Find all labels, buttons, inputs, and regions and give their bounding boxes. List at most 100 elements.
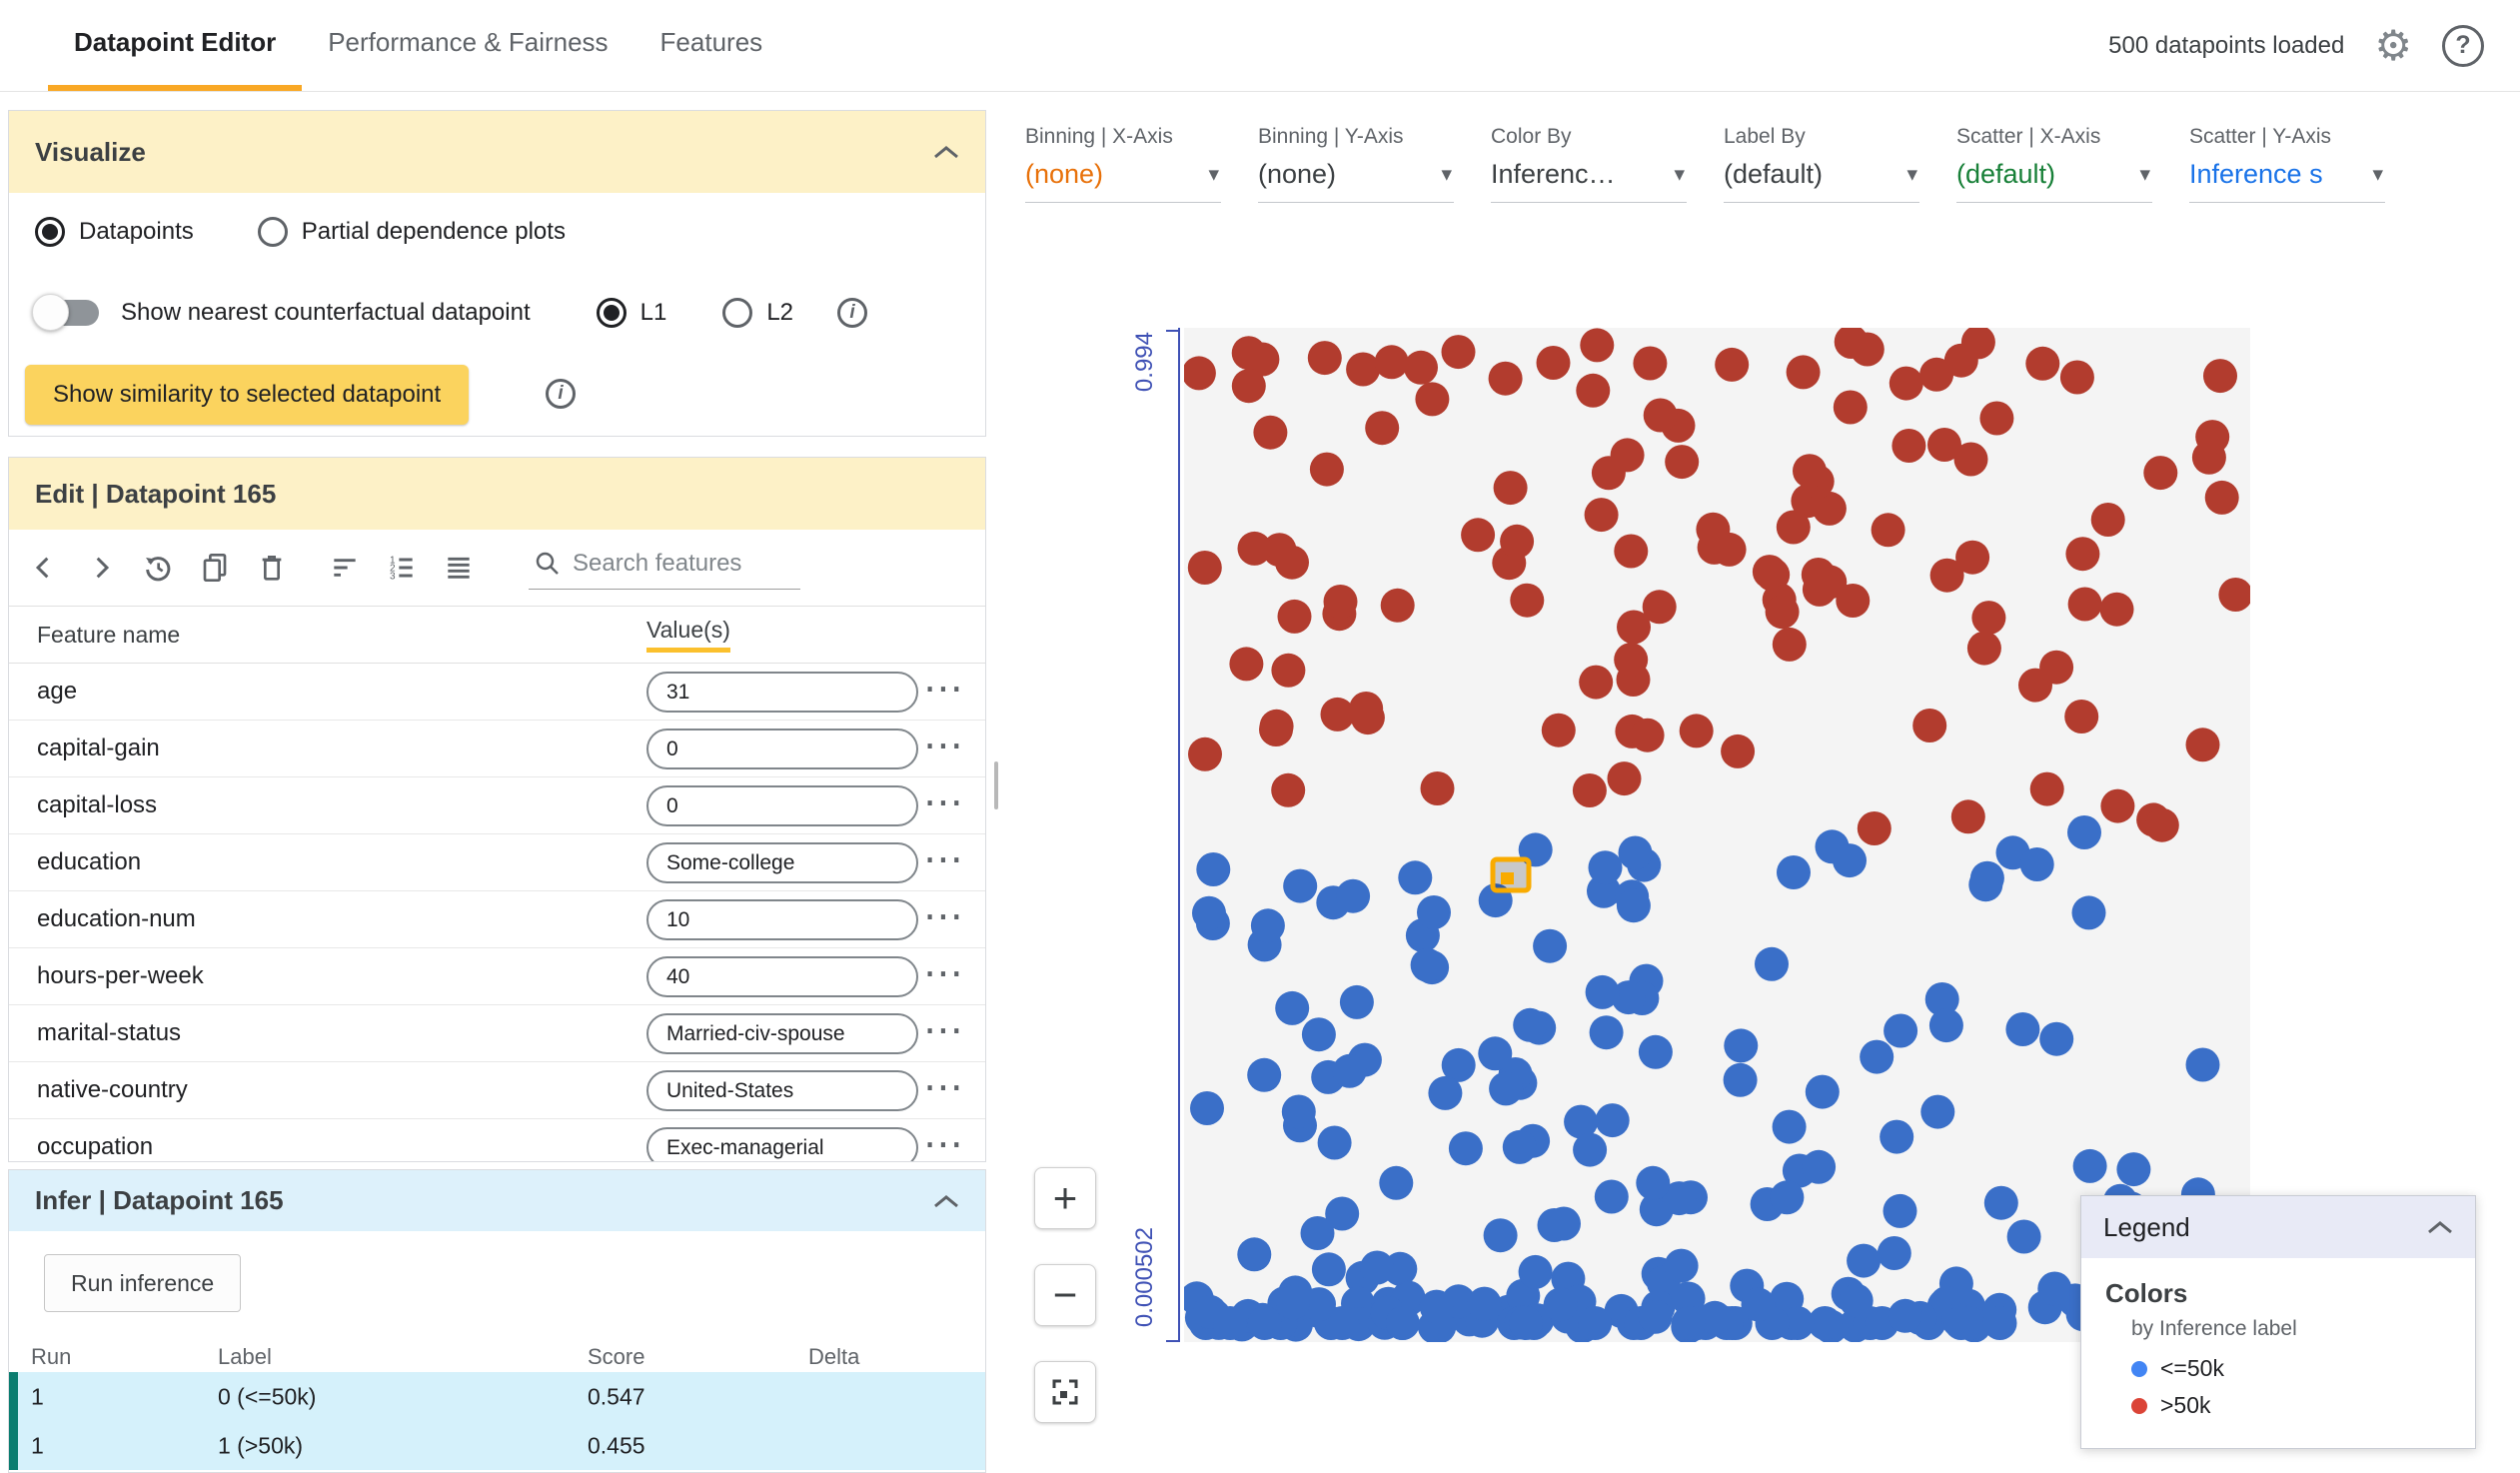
datapoint[interactable] — [1488, 361, 1523, 396]
datapoint[interactable] — [1883, 1193, 1917, 1228]
datapoint[interactable] — [1929, 558, 1964, 593]
tab-datapoint-editor[interactable]: Datapoint Editor — [48, 0, 303, 91]
feature-value-input[interactable] — [646, 672, 918, 713]
settings-gear-icon[interactable]: ⚙ — [2374, 21, 2412, 69]
datapoint[interactable] — [1518, 1254, 1553, 1289]
datapoint[interactable] — [1857, 811, 1891, 845]
datapoint[interactable] — [1467, 1286, 1502, 1321]
datapoint[interactable] — [1301, 1017, 1336, 1052]
datapoint[interactable] — [1860, 1039, 1894, 1074]
feature-value-input[interactable] — [646, 785, 918, 826]
datapoint[interactable] — [1580, 328, 1615, 363]
datapoint[interactable] — [1839, 1283, 1874, 1318]
datapoint[interactable] — [1630, 718, 1665, 752]
values-column-header[interactable]: Value(s) — [646, 617, 730, 653]
datapoint[interactable] — [1943, 1306, 1978, 1340]
zoom-in-button[interactable]: + — [1034, 1167, 1096, 1229]
zoom-out-button[interactable]: − — [1034, 1264, 1096, 1326]
datapoint[interactable] — [1253, 415, 1288, 450]
datapoint[interactable] — [1578, 1306, 1613, 1340]
datapoint[interactable] — [1614, 534, 1649, 569]
datapoint[interactable] — [1983, 1185, 2018, 1220]
datapoint[interactable] — [1793, 454, 1827, 489]
datapoint[interactable] — [1325, 1306, 1360, 1340]
datapoint[interactable] — [1847, 1243, 1882, 1278]
datapoint[interactable] — [1187, 551, 1222, 585]
datapoint[interactable] — [1607, 761, 1642, 796]
more-options-icon[interactable]: ⋯ — [923, 666, 963, 711]
datapoint[interactable] — [1741, 1287, 1776, 1322]
datapoint[interactable] — [1302, 1287, 1336, 1322]
zoom-fit-button[interactable] — [1034, 1361, 1096, 1423]
datapoint[interactable] — [1229, 647, 1264, 682]
datapoint[interactable] — [1884, 1013, 1918, 1048]
datapoint[interactable] — [1715, 347, 1750, 382]
tab-features[interactable]: Features — [659, 27, 763, 57]
datapoint[interactable] — [1213, 1306, 1248, 1340]
scatter-plot[interactable] — [1179, 325, 2253, 1344]
info-icon[interactable]: i — [837, 298, 868, 328]
datapoint[interactable] — [1614, 643, 1649, 678]
datapoint[interactable] — [1802, 1149, 1837, 1184]
datapoint[interactable] — [1276, 1285, 1310, 1320]
datapoint[interactable] — [1588, 850, 1623, 885]
datapoint[interactable] — [2067, 587, 2102, 622]
datapoint[interactable] — [1927, 428, 1961, 462]
help-icon[interactable]: ? — [2442, 24, 2484, 67]
datapoint[interactable] — [2029, 771, 2064, 806]
datapoint[interactable] — [1776, 510, 1811, 545]
datapoint[interactable] — [1448, 1131, 1483, 1166]
datapoint[interactable] — [1461, 518, 1496, 553]
datapoint[interactable] — [1982, 1306, 2017, 1340]
datapoint[interactable] — [1698, 1300, 1733, 1335]
reorder-list-button[interactable] — [436, 545, 482, 591]
datapoint[interactable] — [2006, 1219, 2041, 1254]
datapoint[interactable] — [2195, 420, 2230, 455]
collapse-chevron-up-icon[interactable] — [933, 1194, 959, 1208]
next-datapoint-button[interactable] — [78, 545, 124, 591]
datapoint[interactable] — [1642, 590, 1677, 625]
feature-value-input[interactable] — [646, 842, 918, 883]
feature-value-input[interactable] — [646, 1013, 918, 1054]
datapoint[interactable] — [1379, 1165, 1414, 1200]
partial-dependence-radio[interactable] — [257, 217, 288, 247]
datapoint[interactable] — [1547, 1206, 1581, 1241]
control-dropdown[interactable]: (default) ▾ — [1956, 157, 2152, 203]
sort-features-button[interactable] — [322, 545, 368, 591]
datapoint[interactable] — [1834, 325, 1869, 359]
datapoint[interactable] — [1662, 1181, 1697, 1216]
datapoint[interactable] — [1323, 585, 1358, 619]
panel-resize-handle[interactable] — [994, 761, 998, 809]
datapoint[interactable] — [1664, 1248, 1699, 1283]
datapoint[interactable] — [1969, 860, 2004, 895]
datapoint[interactable] — [1385, 1306, 1420, 1340]
datapoint[interactable] — [1723, 1062, 1758, 1097]
datapoint[interactable] — [1510, 583, 1545, 618]
datapoint[interactable] — [2185, 728, 2220, 762]
datapoint[interactable] — [2116, 1152, 2151, 1187]
datapoint[interactable] — [1309, 452, 1344, 487]
more-options-icon[interactable]: ⋯ — [923, 950, 963, 995]
scatter-plot-svg[interactable] — [1179, 325, 2253, 1344]
datapoint[interactable] — [1380, 588, 1415, 623]
datapoint[interactable] — [1196, 852, 1231, 886]
datapoint[interactable] — [2090, 503, 2125, 537]
datapoint[interactable] — [1777, 855, 1811, 889]
datapoint[interactable] — [2144, 807, 2179, 842]
datapoint[interactable] — [1955, 540, 1990, 575]
datapoint[interactable] — [1836, 584, 1871, 618]
info-icon[interactable]: i — [546, 379, 576, 409]
datapoint[interactable] — [1478, 1036, 1513, 1071]
more-options-icon[interactable]: ⋯ — [923, 1007, 963, 1052]
datapoint[interactable] — [2185, 1047, 2220, 1082]
datapoint[interactable] — [1924, 982, 1959, 1016]
counterfactual-toggle[interactable] — [32, 294, 99, 331]
datapoint[interactable] — [1833, 843, 1867, 878]
datapoint[interactable] — [2071, 895, 2106, 930]
numbered-list-button[interactable]: 1 2 3 — [379, 545, 425, 591]
datapoint[interactable] — [2059, 360, 2094, 395]
datapoint[interactable] — [1595, 1103, 1630, 1138]
more-options-icon[interactable]: ⋯ — [923, 1121, 963, 1162]
datapoint[interactable] — [2037, 1271, 2072, 1306]
datapoint[interactable] — [1594, 1179, 1629, 1214]
